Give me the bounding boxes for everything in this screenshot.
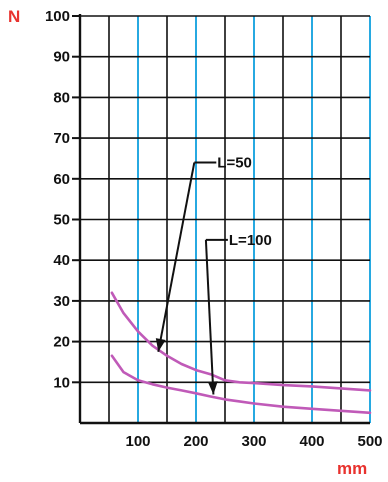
x-tick-label: 100	[125, 433, 150, 450]
annotation-leader	[204, 239, 215, 395]
annotation-arrowhead	[207, 381, 218, 395]
y-tick-label: 100	[45, 8, 70, 25]
x-tick-label: 200	[183, 433, 208, 450]
y-tick-label: 70	[53, 130, 70, 147]
annotation-label: L=50	[217, 155, 252, 172]
y-tick-label: 90	[53, 49, 70, 66]
x-tick-label: 500	[357, 433, 382, 450]
y-unit-label: N	[8, 7, 20, 26]
grid	[80, 15, 371, 423]
y-tick-label: 10	[53, 374, 70, 391]
y-tick-label: 60	[53, 171, 70, 188]
series-line	[110, 354, 372, 415]
annotation-arrowhead	[155, 338, 166, 352]
x-unit-label: mm	[337, 459, 367, 478]
series-line	[110, 291, 372, 392]
y-tick-label: 50	[53, 212, 70, 229]
y-tick-label: 30	[53, 293, 70, 310]
x-tick-label: 300	[241, 433, 266, 450]
series-lines	[110, 291, 372, 415]
y-tick-label: 40	[53, 252, 70, 269]
annotation-label: L=100	[229, 232, 272, 249]
annotation-leader	[157, 162, 196, 352]
y-tick-label: 80	[53, 89, 70, 106]
tick-labels: 10 20 30 40 50 60 70 80 90 100 100 200 300 400 500	[45, 8, 383, 450]
axes	[72, 14, 370, 425]
y-tick-label: 20	[53, 334, 70, 351]
annotations: L=50 L=100	[155, 155, 272, 395]
x-tick-label: 400	[299, 433, 324, 450]
